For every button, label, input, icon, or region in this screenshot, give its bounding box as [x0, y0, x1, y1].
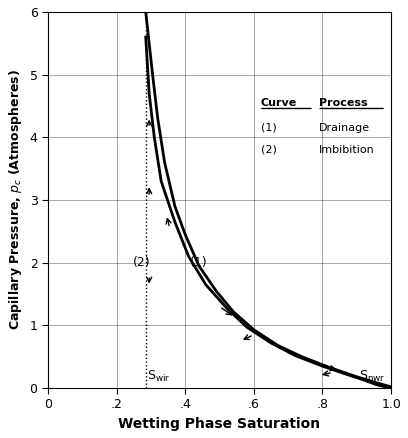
Text: Drainage: Drainage: [319, 123, 370, 133]
Text: (1): (1): [191, 256, 208, 269]
Text: Imbibition: Imbibition: [319, 145, 375, 155]
Text: Curve: Curve: [261, 98, 297, 108]
Y-axis label: Capillary Pressure, $p_c$ (Atmospheres): Capillary Pressure, $p_c$ (Atmospheres): [7, 70, 24, 330]
Text: S$_{\rm nwr}$: S$_{\rm nwr}$: [359, 369, 385, 384]
Text: S$_{\rm wir}$: S$_{\rm wir}$: [147, 369, 171, 384]
Text: Process: Process: [319, 98, 368, 108]
Text: (1): (1): [261, 123, 277, 133]
X-axis label: Wetting Phase Saturation: Wetting Phase Saturation: [118, 417, 321, 431]
Text: (2): (2): [133, 256, 151, 269]
Text: (2): (2): [261, 145, 277, 155]
